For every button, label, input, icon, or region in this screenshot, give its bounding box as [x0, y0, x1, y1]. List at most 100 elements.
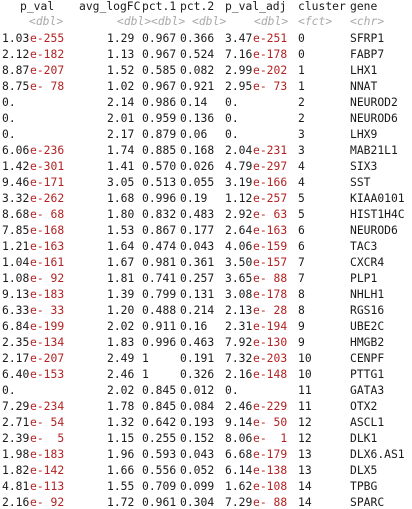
p-val-adj-exponent: e-202 [253, 63, 288, 77]
cell-cluster: 6 [298, 223, 305, 237]
p-val-exponent: e-236 [30, 143, 65, 157]
p-val-exponent: e-113 [30, 479, 65, 493]
p-val-mantissa: 6.40 [2, 367, 30, 381]
cell-pct2: 0.366 [180, 31, 215, 45]
cell-gene: NEUROD2 [350, 95, 398, 109]
cell-pct2: 0.012 [180, 383, 215, 397]
cell-cluster: 11 [298, 399, 312, 413]
p-val-adj-mantissa: 7.92 [225, 335, 253, 349]
cell-pct2: 0.463 [180, 335, 215, 349]
cell-gene: TPBG [350, 479, 378, 493]
cell-avg-logfc: 2.02 [107, 383, 135, 397]
cell-cluster: 0 [298, 31, 305, 45]
p-val-exponent: e-168 [30, 223, 65, 237]
p-val-adj-mantissa: 2.46 [225, 399, 253, 413]
cell-pct2: 0.304 [180, 495, 215, 509]
cell-gene: SPARC [350, 495, 385, 509]
cell-avg-logfc: 1.29 [107, 31, 135, 45]
cell-cluster: 10 [298, 367, 312, 381]
cell-avg-logfc: 1.52 [107, 63, 135, 77]
cell-cluster: 3 [298, 143, 305, 157]
cell-avg-logfc: 1.67 [107, 255, 135, 269]
p-val-mantissa: 6.84 [2, 319, 30, 333]
p-val-exponent: e-255 [30, 31, 65, 45]
cell-cluster: 4 [298, 159, 305, 173]
p-val-adj-exponent: e-178 [253, 287, 288, 301]
cell-cluster: 12 [298, 415, 312, 429]
cell-pct1: 1 [142, 367, 149, 381]
cell-avg-logfc: 1.55 [107, 479, 135, 493]
cell-pct1: 0.986 [142, 95, 177, 109]
p-val-mantissa: 1.03 [2, 31, 30, 45]
column-type-pct2: <dbl> [192, 14, 227, 28]
cell-pct1: 0.642 [142, 415, 177, 429]
p-val-mantissa: 6.06 [2, 143, 30, 157]
cell-pct2: 0.043 [180, 239, 215, 253]
cell-pct1: 0.593 [142, 447, 177, 461]
cell-pct2: 0.19 [180, 191, 208, 205]
cell-pct1: 0.474 [142, 239, 177, 253]
p-val-adj-exponent: e- 88 [253, 495, 288, 509]
cell-gene: DLX6.AS1 [350, 447, 405, 461]
cell-pct2: 0.026 [180, 159, 215, 173]
p-val-adj-mantissa: 2.64 [225, 223, 253, 237]
cell-gene: CENPF [350, 351, 385, 365]
p-val-adj-mantissa: 2.31 [225, 319, 253, 333]
p-val-adj-mantissa: 2.92 [225, 207, 253, 221]
p-val-mantissa: 0. [2, 111, 16, 125]
cell-gene: CXCR4 [350, 255, 385, 269]
p-val-exponent: e-183 [30, 447, 65, 461]
cell-avg-logfc: 2.02 [107, 319, 135, 333]
cell-cluster: 13 [298, 463, 312, 477]
p-val-mantissa: 0. [2, 127, 16, 141]
p-val-adj-exponent: e-203 [253, 351, 288, 365]
cell-avg-logfc: 1.15 [107, 431, 135, 445]
p-val-adj-mantissa: 8.06 [225, 431, 253, 445]
cell-gene: DLX5 [350, 463, 378, 477]
cell-pct2: 0.191 [180, 351, 215, 365]
p-val-mantissa: 1.21 [2, 239, 30, 253]
cell-gene: SIX3 [350, 159, 378, 173]
cell-avg-logfc: 3.05 [107, 175, 135, 189]
cell-pct2: 0.361 [180, 255, 215, 269]
column-type-gene: <chr> [350, 14, 385, 28]
p-val-exponent: e-301 [30, 159, 65, 173]
p-val-mantissa: 2.12 [2, 47, 30, 61]
p-val-adj-exponent: e-257 [253, 191, 288, 205]
cell-cluster: 14 [298, 479, 312, 493]
column-header-cluster: cluster [298, 0, 346, 13]
cell-cluster: 12 [298, 431, 312, 445]
p-val-mantissa: 6.33 [2, 303, 30, 317]
p-val-exponent: e-199 [30, 319, 65, 333]
cell-gene: NEUROD6 [350, 111, 398, 125]
column-header-avg-logfc: avg_logFC [79, 0, 141, 13]
cell-avg-logfc: 1.72 [107, 495, 135, 509]
cell-avg-logfc: 1.74 [107, 143, 135, 157]
cell-pct1: 0.513 [142, 175, 177, 189]
column-type-avg-logfc: <dbl> [117, 14, 152, 28]
p-val-mantissa: 1.98 [2, 447, 30, 461]
p-val-exponent: e-207 [30, 351, 65, 365]
cell-cluster: 3 [298, 127, 305, 141]
cell-avg-logfc: 1.81 [107, 271, 135, 285]
cell-pct2: 0.524 [180, 47, 215, 61]
p-val-adj-mantissa: 9.14 [225, 415, 253, 429]
p-val-adj-mantissa: 2.95 [225, 79, 253, 93]
p-val-adj-exponent: e-130 [253, 335, 288, 349]
cell-gene: SST [350, 175, 371, 189]
p-val-mantissa: 9.13 [2, 287, 30, 301]
p-val-exponent: e-171 [30, 175, 65, 189]
cell-pct1: 0.845 [142, 383, 177, 397]
p-val-mantissa: 4.81 [2, 479, 30, 493]
p-val-adj-mantissa: 2.99 [225, 63, 253, 77]
p-val-adj-exponent: e-163 [253, 223, 288, 237]
p-val-adj-exponent: e-297 [253, 159, 288, 173]
cell-cluster: 5 [298, 207, 305, 221]
cell-avg-logfc: 1.13 [107, 47, 135, 61]
cell-cluster: 10 [298, 351, 312, 365]
p-val-exponent: e- 78 [30, 79, 65, 93]
p-val-mantissa: 8.68 [2, 207, 30, 221]
p-val-adj-mantissa: 3.47 [225, 31, 253, 45]
cell-pct1: 0.996 [142, 335, 177, 349]
